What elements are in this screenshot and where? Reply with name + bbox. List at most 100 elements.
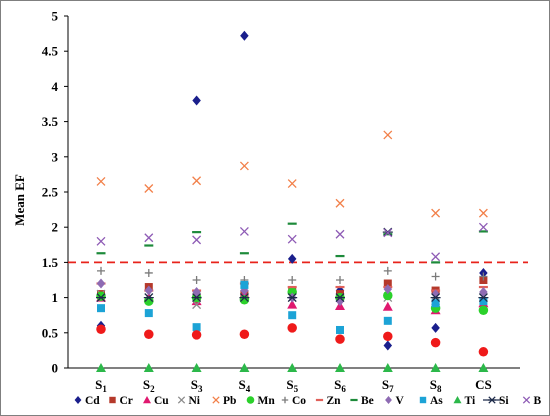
- data-point-ba: [191, 330, 202, 340]
- legend-marker: [74, 396, 82, 404]
- legend-label: Cu: [154, 395, 169, 407]
- data-point-ti: [96, 363, 106, 372]
- legend-label: As: [430, 395, 443, 407]
- x-tick-label: S5: [286, 377, 298, 394]
- data-point-b: [478, 222, 488, 232]
- y-tick-label: 1: [52, 290, 59, 305]
- data-point-v: [192, 286, 201, 297]
- data-point-co: [144, 268, 153, 277]
- data-point-ba: [144, 329, 154, 339]
- y-tick-label: 2: [52, 220, 59, 235]
- legend-label: Zn: [327, 395, 342, 407]
- legend-item-pb: Pb: [212, 395, 236, 407]
- data-point-co: [479, 272, 488, 281]
- legend-label: Ni: [189, 395, 201, 407]
- legend-item-co: Co: [281, 395, 306, 407]
- legend-label: Cd: [85, 395, 100, 407]
- data-point-mn: [96, 291, 106, 301]
- data-point-ti: [478, 363, 489, 372]
- data-point-as: [192, 323, 201, 332]
- legend-item-be: Be: [350, 395, 374, 407]
- data-point-mn: [144, 296, 154, 306]
- data-point-co: [192, 276, 201, 284]
- data-point-pb: [287, 179, 297, 189]
- data-point-si: [478, 293, 489, 303]
- data-point-as: [479, 297, 488, 306]
- data-point-b: [96, 236, 106, 246]
- data-point-as: [97, 304, 105, 313]
- x-tick-label: S7: [382, 377, 394, 394]
- data-point-co: [383, 266, 392, 275]
- legend-marker: [212, 396, 220, 404]
- data-point-pb: [383, 130, 393, 140]
- data-point-v: [96, 278, 106, 289]
- legend-item-b: B: [522, 395, 542, 407]
- data-point-ti: [382, 363, 393, 372]
- data-point-as: [240, 280, 249, 289]
- data-point-cr: [383, 279, 392, 288]
- x-tick-label: S1: [95, 377, 107, 394]
- data-point-ti: [430, 363, 441, 372]
- legend-label: V: [396, 395, 405, 407]
- legend-item-cu: Cu: [143, 395, 169, 407]
- y-tick-label: 5: [52, 9, 59, 24]
- legend-item-as: As: [419, 395, 443, 407]
- data-point-ti: [191, 363, 202, 372]
- data-point-b: [383, 228, 393, 238]
- data-point-b: [239, 226, 249, 236]
- data-point-cd: [192, 95, 201, 106]
- data-point-ba: [430, 337, 441, 348]
- data-point-cd: [287, 253, 297, 264]
- data-point-cd: [240, 30, 249, 41]
- data-point-ni: [192, 300, 202, 310]
- y-tick-label: 3.5: [42, 114, 59, 129]
- data-point-mn: [478, 305, 489, 316]
- x-tick-label: S6: [334, 377, 346, 394]
- y-tick-label: 0.5: [42, 325, 59, 340]
- legend-label: Co: [292, 395, 306, 407]
- legend-marker: [177, 396, 186, 404]
- data-point-pb: [431, 208, 441, 218]
- data-point-cu: [287, 299, 298, 309]
- data-point-ba: [239, 329, 250, 339]
- legend-label: Pb: [223, 395, 236, 407]
- data-point-b: [431, 252, 441, 262]
- legend-marker: [109, 396, 116, 404]
- data-point-as: [144, 309, 153, 318]
- y-tick-label: 3: [52, 149, 59, 164]
- data-point-ba: [478, 347, 489, 357]
- data-point-v: [479, 286, 488, 297]
- data-point-cd: [431, 322, 440, 333]
- data-point-b: [287, 234, 297, 244]
- data-point-co: [288, 276, 297, 284]
- data-point-mn: [239, 294, 250, 305]
- data-point-b: [144, 233, 154, 243]
- marks-layer: [96, 30, 489, 372]
- data-point-ti: [335, 363, 345, 372]
- x-tick-label: CS: [475, 377, 492, 392]
- legend-item-cd: Cd: [74, 395, 100, 407]
- legend-marker: [143, 396, 151, 404]
- data-point-si: [191, 293, 202, 303]
- legend-label: Si: [499, 395, 509, 407]
- data-point-pb: [144, 184, 154, 193]
- y-axis-title: Mean EF: [12, 174, 27, 226]
- legend-item-si: Si: [483, 395, 509, 407]
- data-point-si: [335, 293, 345, 303]
- x-tick-label: S4: [239, 377, 251, 394]
- y-tick-label: 1.5: [42, 255, 59, 270]
- data-point-si: [96, 293, 106, 303]
- data-point-b: [192, 235, 202, 245]
- axes-layer: 0 0.5 1 1.5 2 2.5 3 3.5 4 4.5 5 S1 S2 S3 S4 S5 S6 S7 S8 CS: [42, 9, 528, 394]
- legend-marker: [488, 396, 496, 404]
- data-point-si: [430, 293, 441, 303]
- legend-marker: [419, 396, 427, 404]
- data-point-co: [97, 266, 105, 275]
- data-point-si: [143, 293, 154, 303]
- y-tick-label: 4: [52, 79, 59, 94]
- legend-marker: [453, 396, 462, 404]
- data-point-ba: [96, 324, 106, 335]
- data-point-cu: [382, 301, 393, 311]
- x-tick-label: S3: [191, 377, 203, 394]
